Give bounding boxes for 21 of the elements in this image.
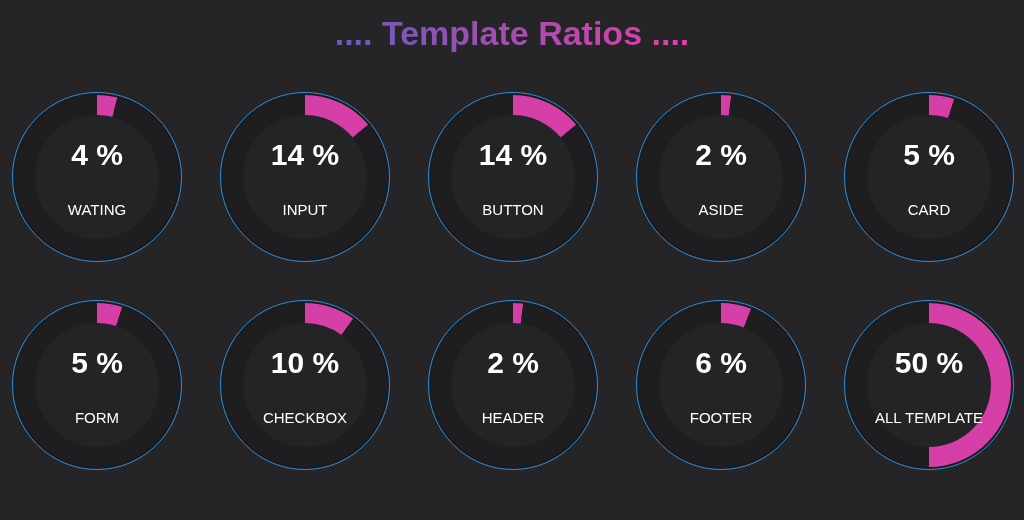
text: HEADER — [481, 409, 545, 427]
data-label: 2 % — [695, 138, 747, 172]
data-label: 14 % — [478, 138, 548, 172]
text: .... Template Ratios .... — [334, 14, 690, 52]
text: FORM — [74, 409, 120, 427]
text: CHECKBOX — [262, 409, 348, 427]
data-label: 50 % — [894, 346, 964, 380]
text: FOOTER — [689, 409, 753, 427]
data-label: 10 % — [270, 346, 340, 380]
data-label: 5 % — [903, 138, 955, 172]
text: WATING — [67, 201, 127, 219]
text: ALL TEMPLATE — [874, 409, 984, 427]
text: BUTTON — [482, 201, 544, 219]
text: INPUT — [282, 201, 328, 219]
text: ASIDE — [698, 201, 744, 219]
data-label: 5 % — [71, 346, 123, 380]
data-label: 6 % — [695, 346, 747, 380]
text: CARD — [907, 201, 951, 219]
data-label: 14 % — [270, 138, 340, 172]
data-label: 4 % — [71, 138, 123, 172]
data-label: 2 % — [487, 346, 539, 380]
